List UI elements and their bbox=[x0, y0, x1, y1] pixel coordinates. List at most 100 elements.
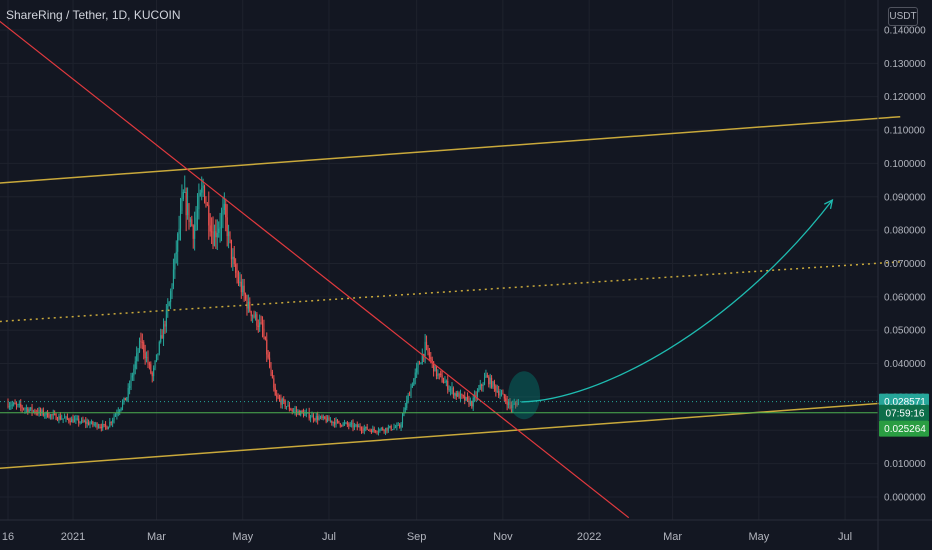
candle-body bbox=[127, 388, 129, 398]
candle-body bbox=[319, 416, 322, 418]
candle-body bbox=[218, 228, 220, 233]
candle-body bbox=[271, 371, 273, 379]
candle-body bbox=[187, 203, 189, 216]
candle-body bbox=[79, 422, 81, 424]
candle-body bbox=[377, 431, 380, 432]
upper-channel-line bbox=[0, 115, 901, 184]
candle-body bbox=[438, 373, 440, 375]
candle-body bbox=[464, 395, 466, 401]
candle-body bbox=[76, 418, 78, 420]
candle-body bbox=[112, 419, 114, 423]
candle-body bbox=[161, 335, 163, 339]
candle-body bbox=[211, 231, 213, 233]
candle-body bbox=[110, 422, 112, 423]
candle-body bbox=[20, 403, 22, 407]
candle-body bbox=[495, 385, 497, 392]
candle-body bbox=[47, 411, 49, 418]
candle-body bbox=[195, 217, 197, 225]
candle-body bbox=[34, 410, 36, 413]
currency-badge[interactable]: USDT bbox=[888, 7, 918, 26]
candle-body bbox=[428, 352, 430, 358]
candle-body bbox=[196, 209, 199, 218]
candle-body bbox=[406, 400, 408, 408]
candle-body bbox=[18, 403, 20, 405]
candle-body bbox=[175, 251, 177, 254]
candle-body bbox=[505, 398, 507, 402]
candle-body bbox=[418, 363, 421, 365]
candle-body bbox=[311, 415, 313, 418]
candle-body bbox=[102, 423, 104, 429]
x-axis-tick-label: May bbox=[232, 531, 253, 543]
candle-body bbox=[155, 354, 158, 362]
candle-body bbox=[413, 378, 415, 386]
candle-body bbox=[219, 227, 221, 229]
candle-body bbox=[434, 365, 436, 372]
candle-body bbox=[345, 422, 347, 424]
candle-body bbox=[349, 423, 351, 426]
candle-body bbox=[30, 407, 32, 410]
x-axis-tick-label: Mar bbox=[663, 531, 682, 543]
candle-body bbox=[304, 413, 306, 416]
candle-body bbox=[136, 353, 138, 362]
candle-body bbox=[318, 417, 320, 420]
x-axis-tick-label: Jul bbox=[838, 531, 852, 543]
candle-body bbox=[153, 367, 155, 377]
candle-body bbox=[10, 405, 12, 407]
candle-body bbox=[266, 339, 268, 355]
candle-body bbox=[451, 388, 453, 389]
candle-body bbox=[399, 424, 401, 428]
candle-body bbox=[191, 219, 193, 226]
candle-body bbox=[447, 381, 449, 390]
candle-body bbox=[38, 410, 40, 414]
candle-body bbox=[201, 187, 203, 193]
candle-body bbox=[387, 427, 389, 431]
candle-body bbox=[376, 431, 378, 433]
y-axis-tick-label: 0.140000 bbox=[884, 25, 926, 36]
candle-body bbox=[471, 401, 473, 407]
candle-body bbox=[78, 418, 80, 423]
candle-body bbox=[424, 341, 426, 357]
candle-body bbox=[147, 357, 149, 364]
candle-body bbox=[486, 375, 488, 377]
candle-body bbox=[106, 426, 108, 430]
candle-body bbox=[56, 419, 59, 421]
candle-body bbox=[489, 377, 491, 385]
candle-body bbox=[369, 429, 371, 431]
candle-body bbox=[392, 429, 394, 431]
candle-body bbox=[358, 426, 360, 428]
candle-body bbox=[99, 426, 101, 428]
projection-curve bbox=[521, 199, 833, 403]
candle-body bbox=[476, 391, 478, 397]
y-axis-tick-label: 0.120000 bbox=[884, 92, 926, 103]
candle-body bbox=[185, 191, 187, 216]
candle-body bbox=[478, 388, 480, 392]
candle-body bbox=[55, 414, 57, 420]
candle-body bbox=[247, 301, 249, 309]
candle-body bbox=[401, 416, 404, 424]
candle-body bbox=[143, 342, 145, 353]
candle-body bbox=[351, 423, 353, 425]
candle-body bbox=[383, 429, 385, 432]
x-axis-tick-label: Mar bbox=[147, 531, 166, 543]
candle-body bbox=[97, 426, 100, 428]
candle-body bbox=[15, 404, 18, 405]
candle-body bbox=[103, 423, 105, 425]
candle-body bbox=[461, 393, 463, 396]
candle-body bbox=[293, 410, 295, 412]
candle-body bbox=[485, 375, 487, 378]
candle-body bbox=[198, 195, 200, 210]
candle-body bbox=[510, 405, 512, 409]
candle-body bbox=[157, 353, 159, 355]
candle-body bbox=[236, 272, 238, 277]
candle-body bbox=[65, 416, 67, 418]
candle-body bbox=[24, 408, 26, 410]
candle-body bbox=[498, 390, 500, 396]
candle-body bbox=[404, 407, 406, 410]
candle-body bbox=[417, 363, 419, 368]
candle-body bbox=[503, 394, 505, 399]
candle-body bbox=[375, 430, 377, 432]
y-axis-tick-label: 0.070000 bbox=[884, 259, 926, 270]
candle-body bbox=[263, 328, 265, 337]
